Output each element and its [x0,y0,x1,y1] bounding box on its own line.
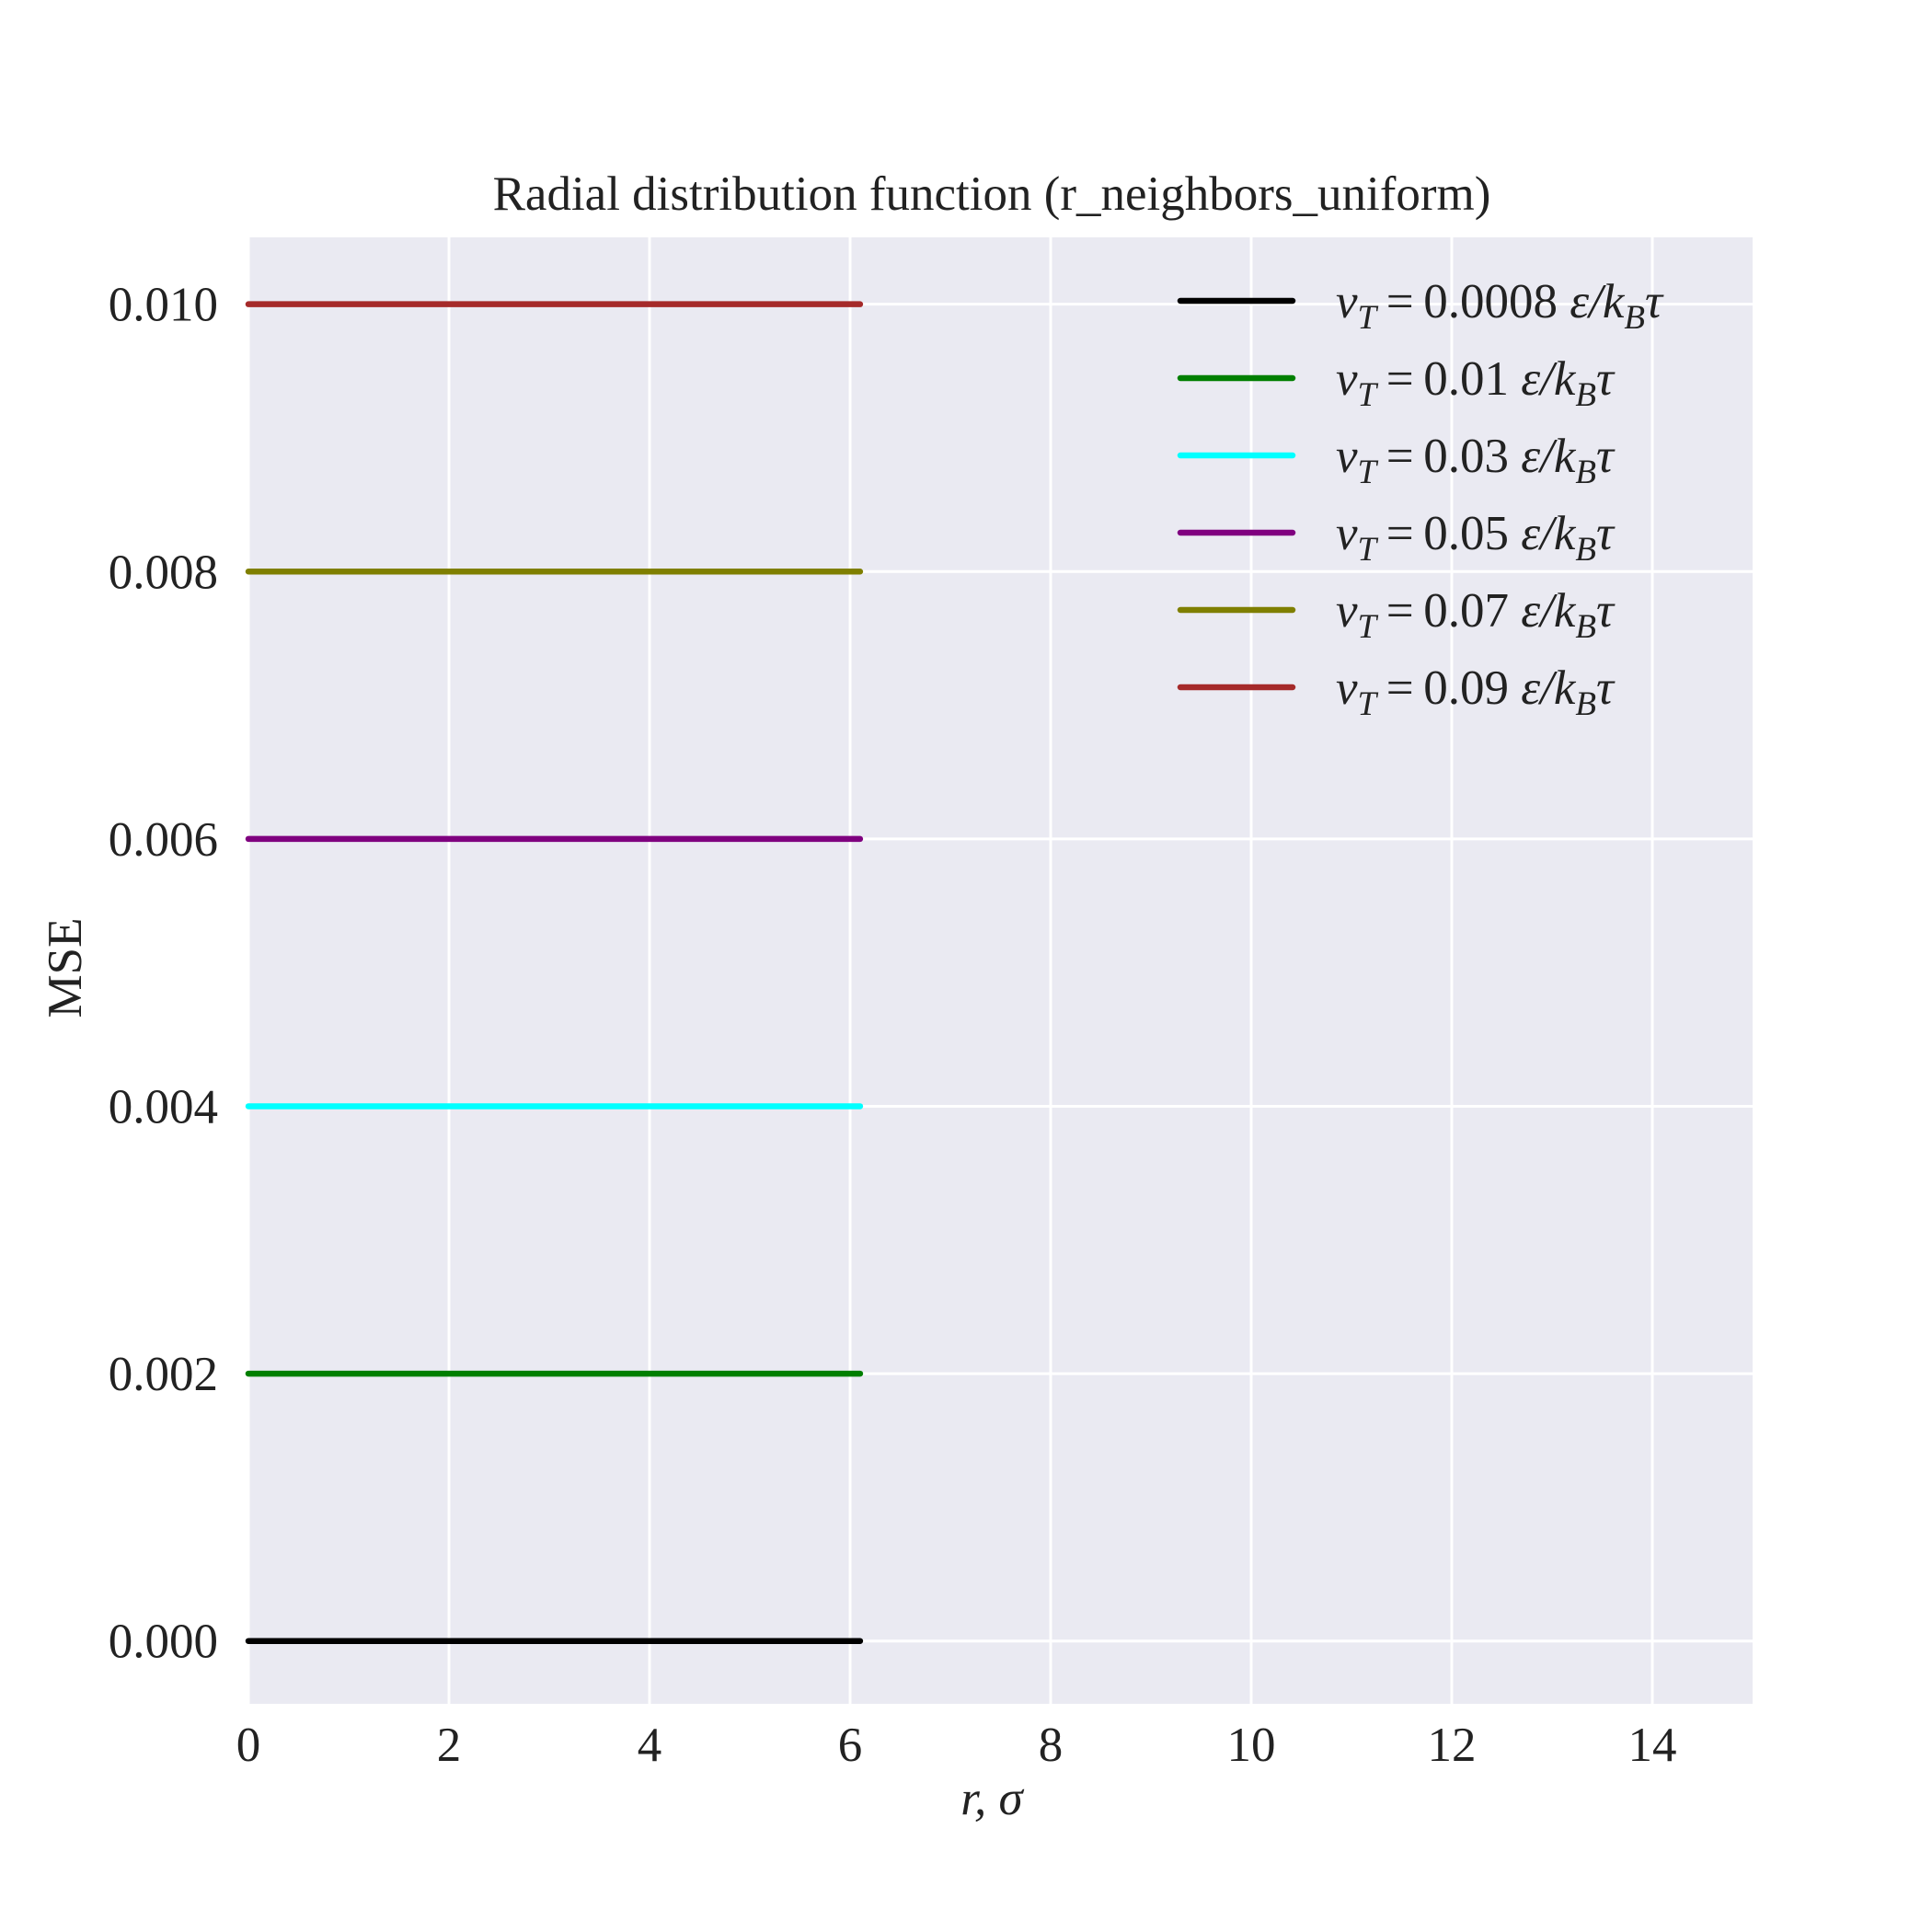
plot-background [248,237,1753,1704]
x-tick-label: 6 [838,1719,863,1772]
y-tick-label: 0.006 [109,813,218,867]
x-tick-labels: 0 2 4 6 8 10 12 14 [236,1719,1677,1772]
x-tick-label: 4 [638,1719,662,1772]
legend-entry-label: vT = 0.07 ε/kBτ [1336,584,1616,646]
x-tick-label: 0 [236,1719,261,1772]
series-layer [245,301,864,1644]
legend-entry-label: vT = 0.0008 ε/kBτ [1336,275,1664,337]
x-tick-label: 2 [437,1719,462,1772]
x-tick-label: 12 [1428,1719,1477,1772]
y-tick-label: 0.002 [109,1348,218,1401]
x-tick-label: 14 [1628,1719,1677,1772]
x-tick-label: 8 [1039,1719,1064,1772]
chart-title: Radial distribution function (r_neighbor… [493,167,1491,221]
y-tick-label: 0.004 [109,1080,218,1133]
y-tick-labels: 0.000 0.002 0.004 0.006 0.008 0.010 [109,279,218,1669]
y-tick-label: 0.000 [109,1616,218,1669]
legend-entry-label: vT = 0.03 ε/kBτ [1336,430,1616,491]
x-axis-label: r, σ [960,1772,1024,1825]
x-tick-label: 10 [1227,1719,1276,1772]
legend: vT = 0.0008 ε/kBτ vT = 0.01 ε/kBτ vT = 0.0… [1177,275,1664,723]
y-axis-label: MSE [39,918,92,1018]
legend-entry-label: vT = 0.09 ε/kBτ [1336,661,1616,723]
legend-entry-label: vT = 0.01 ε/kBτ [1336,352,1616,414]
legend-entry-label: vT = 0.05 ε/kBτ [1336,507,1616,569]
y-tick-label: 0.008 [109,546,218,599]
y-tick-label: 0.010 [109,279,218,332]
